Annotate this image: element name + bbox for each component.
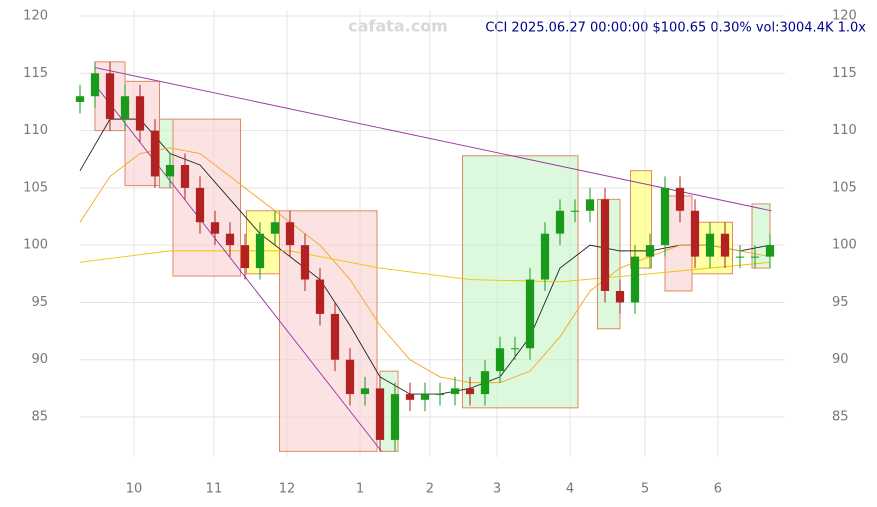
- candle-body: [285, 222, 295, 246]
- indicator-line: [94, 84, 382, 452]
- candle-body: [300, 245, 310, 280]
- x-tick-label: 10: [126, 482, 143, 497]
- candle-body: [735, 256, 745, 258]
- y-tick-label-right: 85: [832, 410, 849, 425]
- candle-body: [420, 394, 430, 400]
- candle-body: [750, 256, 760, 258]
- candle-body: [615, 290, 625, 303]
- y-tick-label-right: 90: [832, 352, 849, 367]
- candle-body: [195, 187, 205, 223]
- x-tick-label: 11: [206, 482, 223, 497]
- zone: [630, 170, 652, 269]
- x-tick-label: 1: [356, 482, 364, 497]
- x-tick-label: 3: [493, 482, 501, 497]
- candle-body: [105, 73, 115, 120]
- candle-body: [630, 256, 640, 303]
- y-tick-label: 110: [23, 123, 48, 138]
- candle-body: [255, 233, 265, 269]
- candle-body: [540, 233, 550, 280]
- y-tick-label: 95: [31, 295, 48, 310]
- x-tick-label: 2: [426, 482, 434, 497]
- zone: [664, 195, 693, 292]
- y-tick-label-right: 105: [832, 180, 857, 195]
- candle-body: [135, 96, 145, 131]
- candle-body: [375, 388, 385, 440]
- candle-body: [225, 233, 235, 246]
- candle-body: [435, 394, 445, 396]
- candle-body: [495, 348, 505, 372]
- candle-body: [660, 187, 670, 246]
- candle-body: [450, 388, 460, 395]
- chart-title: CCI 2025.06.27 00:00:00 $100.65 0.30% vo…: [485, 21, 866, 36]
- y-tick-label-right: 95: [832, 295, 849, 310]
- zone: [172, 118, 241, 277]
- candle-body: [345, 359, 355, 395]
- candle-body: [75, 96, 85, 102]
- y-tick-label-right: 100: [832, 238, 857, 253]
- candle-body: [720, 233, 730, 257]
- candle-body: [270, 222, 280, 234]
- candle-body: [645, 245, 655, 257]
- watermark: cafata.com: [348, 17, 448, 36]
- candle-body: [765, 245, 775, 257]
- y-tick-label-right: 120: [832, 9, 857, 24]
- candle-body: [480, 371, 490, 395]
- x-tick-label: 12: [279, 482, 296, 497]
- y-tick-label-right: 110: [832, 123, 857, 138]
- candle-body: [690, 210, 700, 257]
- candle-body: [675, 187, 685, 211]
- candle-body: [240, 245, 250, 269]
- candle-body: [165, 164, 175, 177]
- y-tick-label: 115: [23, 66, 48, 81]
- candle-body: [315, 279, 325, 314]
- candle-body: [570, 210, 580, 212]
- candle-body: [600, 199, 610, 291]
- candle-body: [555, 210, 565, 234]
- y-tick-label: 85: [31, 410, 48, 425]
- candle-body: [585, 199, 595, 211]
- x-tick-label: 5: [641, 482, 649, 497]
- candle-body: [90, 73, 100, 97]
- indicator-line: [79, 147, 771, 384]
- y-tick-label: 105: [23, 180, 48, 195]
- candle-body: [390, 394, 400, 440]
- candle-body: [180, 164, 190, 188]
- candle-body: [120, 96, 130, 120]
- x-tick-label: 4: [566, 482, 574, 497]
- y-tick-label: 90: [31, 352, 48, 367]
- x-tick-label: 6: [714, 482, 722, 497]
- y-tick-label-right: 115: [832, 66, 857, 81]
- candle-body: [525, 279, 535, 349]
- candle-body: [150, 130, 160, 177]
- candle-body: [360, 388, 370, 395]
- candle-body: [465, 388, 475, 395]
- zone: [279, 210, 378, 452]
- candle-body: [510, 348, 520, 350]
- indicator-line: [94, 67, 772, 212]
- y-tick-label: 120: [23, 9, 48, 24]
- y-tick-label: 100: [23, 238, 48, 253]
- candle-body: [405, 394, 415, 400]
- candle-body: [210, 222, 220, 234]
- candle-body: [705, 233, 715, 257]
- candle-body: [330, 313, 340, 360]
